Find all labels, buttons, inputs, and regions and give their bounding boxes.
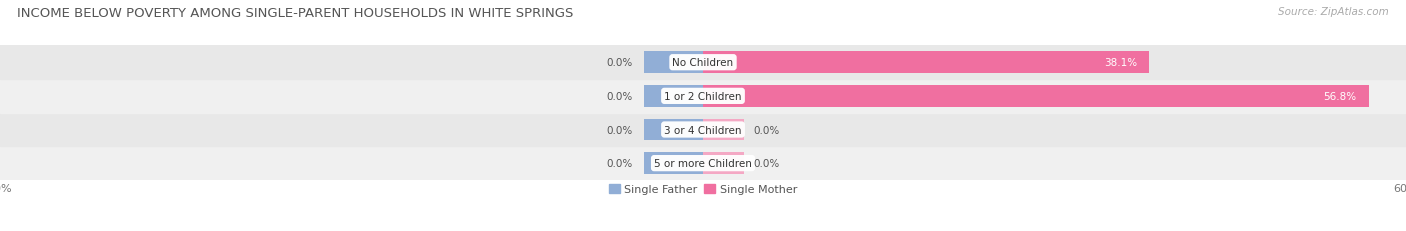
Bar bbox=[703, 119, 744, 141]
Bar bbox=[0, 113, 1406, 147]
Text: 0.0%: 0.0% bbox=[754, 125, 780, 135]
Text: INCOME BELOW POVERTY AMONG SINGLE-PARENT HOUSEHOLDS IN WHITE SPRINGS: INCOME BELOW POVERTY AMONG SINGLE-PARENT… bbox=[17, 7, 574, 20]
Text: 3 or 4 Children: 3 or 4 Children bbox=[664, 125, 742, 135]
Text: 1 or 2 Children: 1 or 2 Children bbox=[664, 91, 742, 101]
Bar bbox=[703, 152, 744, 174]
Bar bbox=[644, 52, 703, 74]
Text: 0.0%: 0.0% bbox=[606, 91, 633, 101]
Bar bbox=[703, 52, 1150, 74]
Legend: Single Father, Single Mother: Single Father, Single Mother bbox=[605, 180, 801, 199]
Bar bbox=[703, 85, 1368, 107]
Text: 5 or more Children: 5 or more Children bbox=[654, 158, 752, 168]
Text: 0.0%: 0.0% bbox=[606, 125, 633, 135]
Text: No Children: No Children bbox=[672, 58, 734, 68]
Bar bbox=[0, 147, 1406, 180]
Text: 0.0%: 0.0% bbox=[754, 158, 780, 168]
Bar bbox=[0, 80, 1406, 113]
Bar bbox=[644, 85, 703, 107]
Text: 0.0%: 0.0% bbox=[606, 158, 633, 168]
Text: 56.8%: 56.8% bbox=[1323, 91, 1357, 101]
Text: 0.0%: 0.0% bbox=[606, 58, 633, 68]
Text: 38.1%: 38.1% bbox=[1105, 58, 1137, 68]
Bar bbox=[0, 46, 1406, 80]
Bar bbox=[644, 119, 703, 141]
Bar bbox=[644, 152, 703, 174]
Text: Source: ZipAtlas.com: Source: ZipAtlas.com bbox=[1278, 7, 1389, 17]
